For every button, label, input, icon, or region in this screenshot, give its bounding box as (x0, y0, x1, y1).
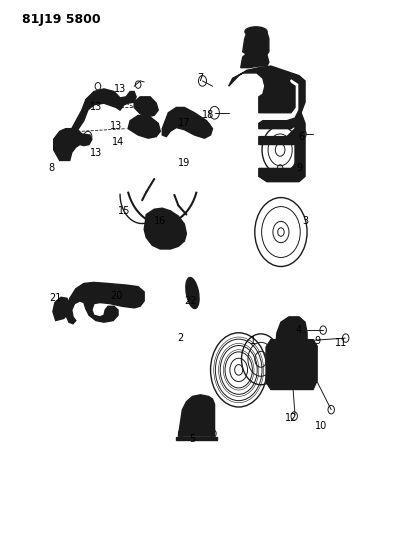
Text: 6: 6 (298, 132, 304, 142)
Text: 5: 5 (189, 434, 196, 444)
Text: 22: 22 (184, 296, 197, 306)
Polygon shape (178, 395, 215, 436)
Text: 15: 15 (118, 206, 130, 216)
Text: 19: 19 (178, 158, 190, 168)
Text: 17: 17 (178, 118, 191, 128)
Polygon shape (66, 282, 144, 324)
Text: 12: 12 (285, 413, 297, 423)
Polygon shape (134, 97, 158, 117)
Text: 10: 10 (315, 421, 327, 431)
Text: 16: 16 (154, 216, 166, 227)
Polygon shape (241, 50, 269, 68)
Text: 4: 4 (296, 325, 302, 335)
Text: 2: 2 (177, 333, 183, 343)
Text: 81J19 5800: 81J19 5800 (21, 13, 100, 27)
Polygon shape (128, 115, 160, 138)
Text: 3: 3 (302, 216, 308, 227)
Text: 13: 13 (90, 148, 102, 158)
Ellipse shape (245, 27, 267, 36)
Text: 13: 13 (110, 121, 122, 131)
Polygon shape (229, 66, 305, 182)
Text: 9: 9 (296, 164, 302, 173)
Text: 11: 11 (335, 338, 347, 349)
Polygon shape (243, 28, 269, 54)
Polygon shape (162, 108, 213, 138)
Text: 14: 14 (112, 137, 124, 147)
Polygon shape (275, 317, 307, 363)
Polygon shape (266, 340, 317, 390)
Text: 20: 20 (110, 290, 122, 301)
Polygon shape (54, 89, 136, 160)
Text: 8: 8 (49, 164, 55, 173)
Text: 18: 18 (202, 110, 215, 120)
Ellipse shape (186, 278, 199, 309)
Text: 1: 1 (250, 336, 256, 346)
Text: 21: 21 (49, 293, 62, 303)
Text: 9: 9 (314, 336, 320, 346)
Polygon shape (144, 208, 186, 249)
Text: 13: 13 (114, 84, 126, 94)
Text: 13: 13 (90, 102, 102, 112)
Text: 7: 7 (197, 73, 204, 83)
Polygon shape (53, 297, 70, 320)
Polygon shape (176, 437, 217, 440)
